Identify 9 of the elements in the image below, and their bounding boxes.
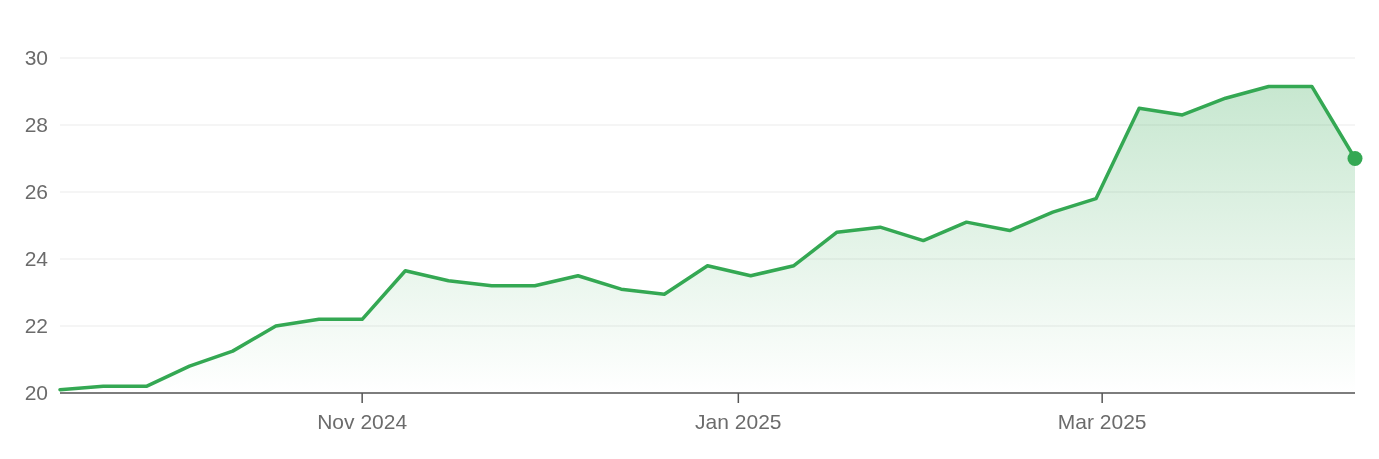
y-tick-label: 28 (24, 113, 48, 137)
y-tick-label: 30 (24, 46, 48, 70)
x-tick-label: Nov 2024 (317, 410, 408, 433)
y-tick-label: 20 (24, 381, 48, 405)
x-tick-label: Mar 2025 (1057, 410, 1147, 433)
y-tick-label: 24 (24, 247, 49, 271)
y-tick-label: 26 (24, 180, 48, 204)
x-tick-label: Jan 2025 (695, 410, 782, 433)
y-tick-label: 22 (24, 314, 48, 338)
